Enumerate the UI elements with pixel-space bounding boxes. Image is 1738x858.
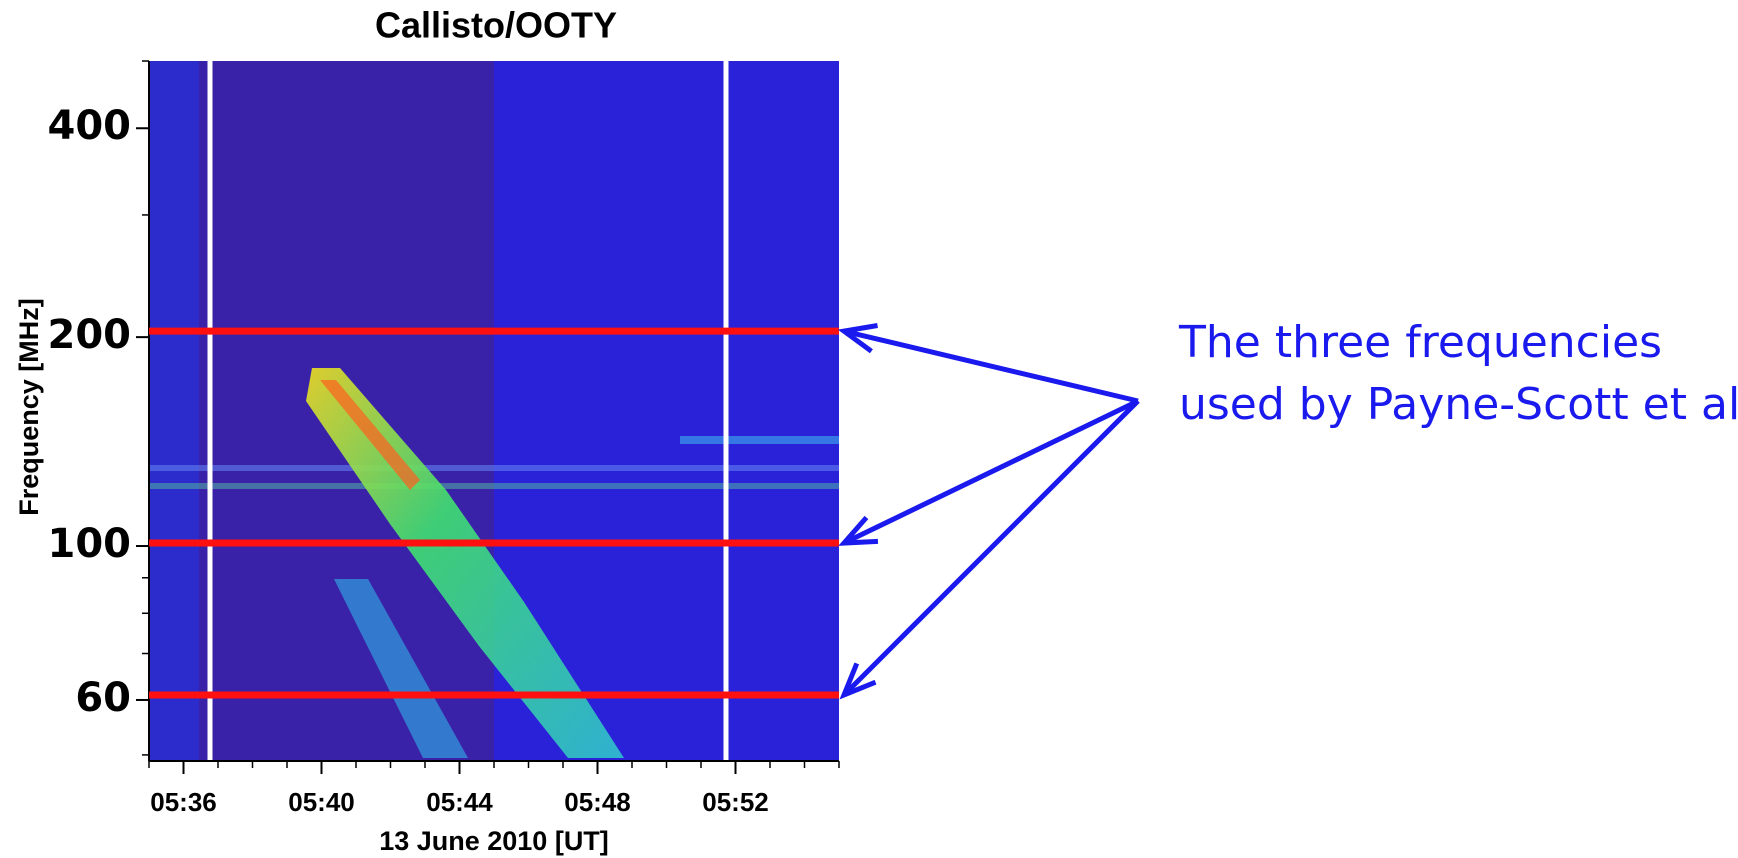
x-tick-label: 05:48 bbox=[564, 787, 631, 817]
x-tick-label: 05:36 bbox=[150, 787, 217, 817]
annotation-arrow bbox=[844, 401, 1138, 695]
y-tick-label: 400 bbox=[48, 103, 132, 149]
chart: Callisto/OOTY Frequency [MHz] 13 June 20… bbox=[0, 0, 1738, 858]
x-axis-title: 13 June 2010 [UT] bbox=[379, 826, 609, 856]
interference-band bbox=[149, 483, 839, 489]
plot-area bbox=[149, 61, 839, 761]
y-tick-label: 100 bbox=[48, 521, 132, 567]
interference-band bbox=[680, 436, 839, 444]
page: {"chart_data": {"type": "spectrogram", "… bbox=[0, 0, 1738, 858]
annotation-arrow bbox=[844, 331, 1138, 401]
interference-band bbox=[149, 465, 839, 471]
y-axis-title: Frequency [MHz] bbox=[14, 298, 44, 516]
chart-title: Callisto/OOTY bbox=[375, 5, 617, 46]
x-tick-label: 05:52 bbox=[702, 787, 769, 817]
y-tick-label: 200 bbox=[48, 312, 132, 358]
annotation-arrow bbox=[844, 401, 1138, 543]
annotation-text: The three frequencies bbox=[1178, 317, 1662, 368]
x-tick-label: 05:44 bbox=[426, 787, 493, 817]
annotation-text: used by Payne-Scott et al bbox=[1179, 379, 1738, 430]
x-tick-label: 05:40 bbox=[288, 787, 355, 817]
y-tick-label: 60 bbox=[75, 675, 131, 721]
spectrum-background-left bbox=[149, 61, 199, 761]
